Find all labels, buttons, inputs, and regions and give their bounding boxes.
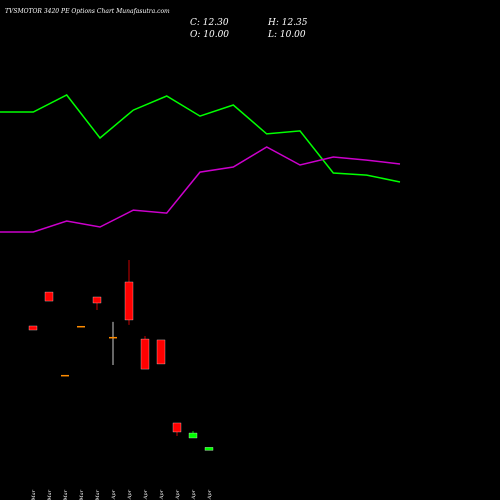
- x-tick-label: 27 Mar: [79, 489, 85, 500]
- stat-low: L: 10.00: [267, 30, 306, 40]
- candle-body: [92, 296, 102, 304]
- candle-body: [77, 325, 85, 328]
- candle-body: [140, 338, 150, 370]
- chart-title: TVSMOTOR 3420 PE Options Chart Munafasut…: [5, 8, 170, 15]
- candle-body: [28, 325, 38, 331]
- candle-body: [61, 374, 69, 377]
- x-tick-label: 07 Apr: [159, 489, 165, 500]
- candle-body: [109, 336, 117, 339]
- candle-body: [188, 432, 198, 439]
- candle-body: [156, 339, 166, 365]
- candle-body: [204, 447, 214, 451]
- x-tick-label: 06 Apr: [143, 489, 149, 500]
- candle-body: [124, 281, 134, 321]
- x-tick-label: 02 Apr: [127, 489, 133, 500]
- x-tick-label: 17 Apr: [207, 489, 213, 500]
- stat-high: H: 12.35: [267, 18, 308, 28]
- x-tick-label: 09 Apr: [191, 489, 197, 500]
- stat-close: C: 12.30: [190, 18, 229, 28]
- x-tick-label: 24 Mar: [63, 489, 69, 500]
- x-tick-label: 20 Mar: [31, 489, 37, 500]
- x-tick-label: 01 Apr: [111, 489, 117, 500]
- candle-body: [172, 422, 182, 433]
- line-series: [0, 146, 401, 233]
- candle-body: [44, 291, 54, 302]
- line-series: [0, 94, 401, 183]
- x-tick-label: 08 Apr: [175, 489, 181, 500]
- x-tick-label: 23 Mar: [47, 489, 53, 500]
- stat-open: O: 10.00: [190, 30, 229, 40]
- x-tick-label: 28 Mar: [95, 489, 101, 500]
